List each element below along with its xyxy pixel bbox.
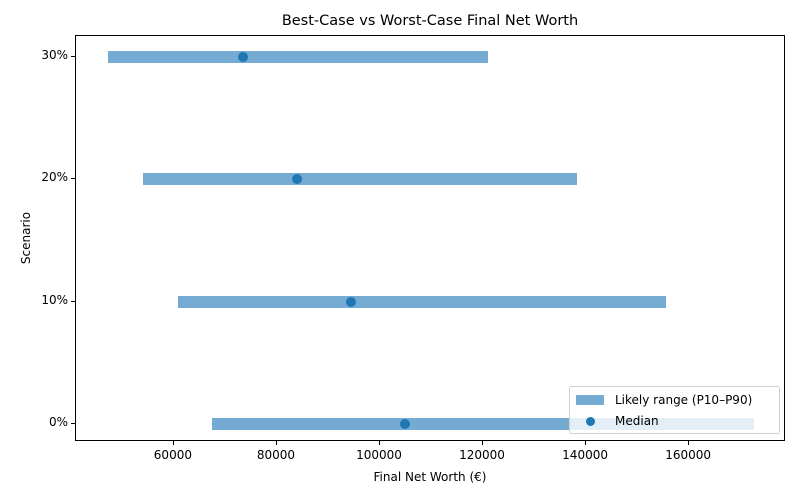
range-swatch-icon — [576, 395, 604, 405]
y-tick-mark — [71, 423, 75, 424]
y-tick-label: 20% — [41, 170, 68, 185]
legend-item-range: Likely range (P10–P90) — [576, 393, 752, 407]
range-bar — [178, 295, 666, 308]
x-tick-mark — [482, 441, 484, 445]
y-tick-mark — [71, 178, 75, 180]
range-bar — [142, 173, 578, 186]
median-dot-icon — [585, 416, 595, 426]
y-axis-label: Scenario — [19, 211, 33, 265]
median-point — [292, 174, 303, 185]
x-tick-label: 80000 — [256, 448, 296, 462]
x-tick-mark — [688, 441, 690, 445]
legend-range-label: Likely range (P10–P90) — [615, 393, 753, 407]
legend: Likely range (P10–P90) Median — [569, 386, 780, 434]
x-tick-mark — [378, 441, 380, 445]
y-tick-label: 30% — [41, 48, 68, 62]
x-tick-mark — [585, 441, 587, 445]
y-tick-mark — [71, 300, 75, 302]
range-bar — [107, 51, 489, 63]
legend-item-median: Median — [576, 414, 659, 428]
x-tick-label: 60000 — [153, 448, 192, 462]
x-tick-label: 100000 — [356, 448, 402, 462]
x-tick-label: 120000 — [459, 448, 505, 462]
median-point — [346, 296, 357, 307]
chart-title: Best-Case vs Worst-Case Final Net Worth — [281, 13, 579, 29]
x-axis-label: Final Net Worth (€) — [373, 470, 487, 484]
y-tick-label: 0% — [48, 415, 68, 429]
median-point — [237, 52, 248, 62]
y-tick-mark — [71, 56, 75, 57]
x-tick-mark — [172, 441, 174, 445]
y-tick-label: 10% — [41, 292, 68, 307]
plot-area — [75, 35, 785, 441]
legend-median-label: Median — [615, 414, 659, 428]
x-tick-label: 160000 — [665, 448, 712, 462]
x-tick-mark — [275, 441, 277, 445]
x-tick-label: 140000 — [562, 448, 608, 462]
median-point — [400, 419, 411, 429]
